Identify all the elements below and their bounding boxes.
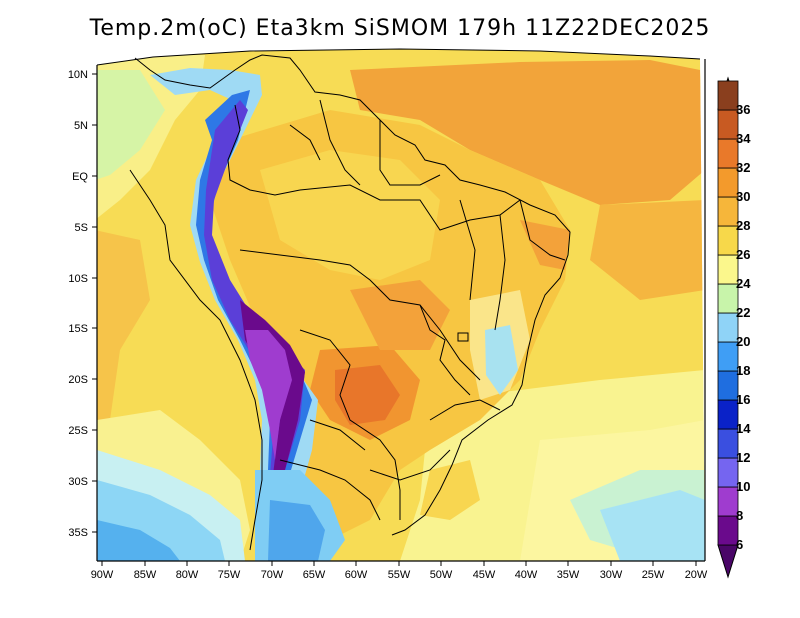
colorbar-swatch [717, 109, 739, 140]
colorbar-swatch [717, 457, 739, 488]
colorbar-label: 24 [736, 276, 751, 291]
lon-label: 25W [642, 569, 665, 581]
lat-label: 5S [75, 222, 88, 234]
colorbar-swatch [717, 167, 739, 198]
colorbar-swatch [717, 399, 739, 430]
colorbar-label: 36 [736, 102, 750, 117]
lon-label: 90W [91, 569, 114, 581]
lat-label: 5N [74, 120, 88, 132]
lat-label: 20S [68, 374, 88, 386]
lon-label: 55W [388, 569, 411, 581]
colorbar-label: 26 [736, 247, 750, 262]
colorbar-swatch [717, 341, 739, 372]
lon-label: 70W [261, 569, 284, 581]
lon-label: 30W [600, 569, 623, 581]
colorbar-label: 22 [736, 305, 750, 320]
lon-label: 40W [515, 569, 538, 581]
colorbar-swatch [717, 254, 739, 285]
lon-label: 50W [430, 569, 453, 581]
colorbar-label: 20 [736, 334, 750, 349]
colorbar-label: 16 [736, 392, 750, 407]
lat-label: EQ [72, 171, 88, 183]
lon-label: 35W [557, 569, 580, 581]
lon-label: 45W [473, 569, 496, 581]
lat-label: 30S [68, 476, 88, 488]
lat-label: 10S [68, 273, 88, 285]
lon-label: 85W [134, 569, 157, 581]
colorbar-label: 32 [736, 160, 750, 175]
colorbar-label: 12 [736, 450, 750, 465]
latitude-axis: 10N 5N EQ 5S 10S 15S 20S 25S 30S 35S [68, 69, 97, 539]
lon-label: 65W [303, 569, 326, 581]
colorbar-label: 28 [736, 218, 750, 233]
colorbar-swatch [717, 515, 739, 546]
lon-label: 20W [685, 569, 708, 581]
lat-label: 10N [68, 69, 88, 81]
colorbar-swatch [717, 486, 739, 517]
colorbar-label: 18 [736, 363, 750, 378]
colorbar-swatch [717, 370, 739, 401]
colorbar-swatch [717, 283, 739, 314]
colorbar-swatch [717, 80, 739, 111]
lat-label: 15S [68, 323, 88, 335]
map-title: Temp.2m(oC) Eta3km SiSMOM 179h 11Z22DEC2… [89, 16, 711, 41]
colorbar-label: 30 [736, 189, 750, 204]
longitude-axis: 90W 85W 80W 75W 70W 65W 60W 55W 50W 45W … [91, 561, 708, 581]
lon-label: 75W [218, 569, 241, 581]
colorbar-label: 34 [736, 131, 751, 146]
colorbar-label: 14 [736, 421, 751, 436]
colorbar: 6 8 10 12 14 16 18 20 22 24 26 28 30 32 … [717, 76, 751, 579]
colorbar-label: 10 [736, 479, 750, 494]
colorbar-swatch [717, 138, 739, 169]
lat-label: 35S [68, 527, 88, 539]
colorbar-swatch [717, 428, 739, 459]
colorbar-swatch [717, 196, 739, 227]
colorbar-label: 6 [736, 537, 743, 552]
lon-label: 80W [176, 569, 199, 581]
colorbar-label: 8 [736, 508, 743, 523]
colorbar-low-arrow [717, 544, 739, 579]
lat-label: 25S [68, 425, 88, 437]
political-boundaries [129, 54, 571, 551]
lon-label: 60W [345, 569, 368, 581]
temperature-field [97, 49, 705, 561]
colorbar-swatch [717, 312, 739, 343]
colorbar-swatch [717, 225, 739, 256]
